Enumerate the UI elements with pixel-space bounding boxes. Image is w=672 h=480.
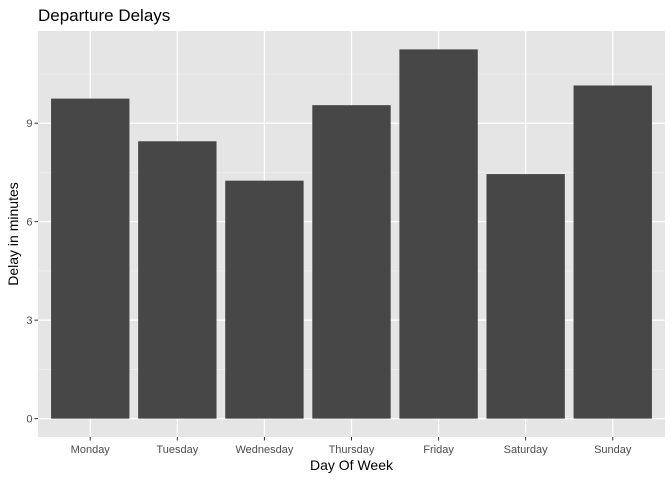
- bar-tuesday: [138, 141, 217, 419]
- y-tick-label: 0: [26, 414, 32, 426]
- bar-monday: [51, 98, 130, 419]
- y-tick-label: 3: [26, 315, 32, 327]
- bar-thursday: [312, 105, 391, 419]
- x-tick-label-saturday: Saturday: [504, 444, 549, 456]
- x-tick-label-wednesday: Wednesday: [235, 444, 293, 456]
- x-axis-title: Day Of Week: [310, 457, 394, 473]
- bar-wednesday: [225, 180, 304, 419]
- x-tick-label-tuesday: Tuesday: [156, 444, 198, 456]
- bar-friday: [399, 49, 478, 419]
- chart-title: Departure Delays: [38, 6, 170, 25]
- bar-saturday: [486, 174, 565, 419]
- y-tick-label: 9: [26, 118, 32, 130]
- x-tick-label-sunday: Sunday: [594, 444, 632, 456]
- bars: [51, 49, 652, 419]
- x-tick-label-friday: Friday: [423, 444, 454, 456]
- y-axis-title: Delay in minutes: [5, 182, 21, 286]
- x-tick-label-thursday: Thursday: [329, 444, 375, 456]
- y-axis: 0 3 6 9: [26, 118, 38, 426]
- x-axis: Monday Tuesday Wednesday Thursday Friday Satu…: [71, 437, 632, 456]
- bar-sunday: [573, 85, 652, 419]
- x-tick-label-monday: Monday: [71, 444, 111, 456]
- y-tick-label: 6: [26, 217, 32, 229]
